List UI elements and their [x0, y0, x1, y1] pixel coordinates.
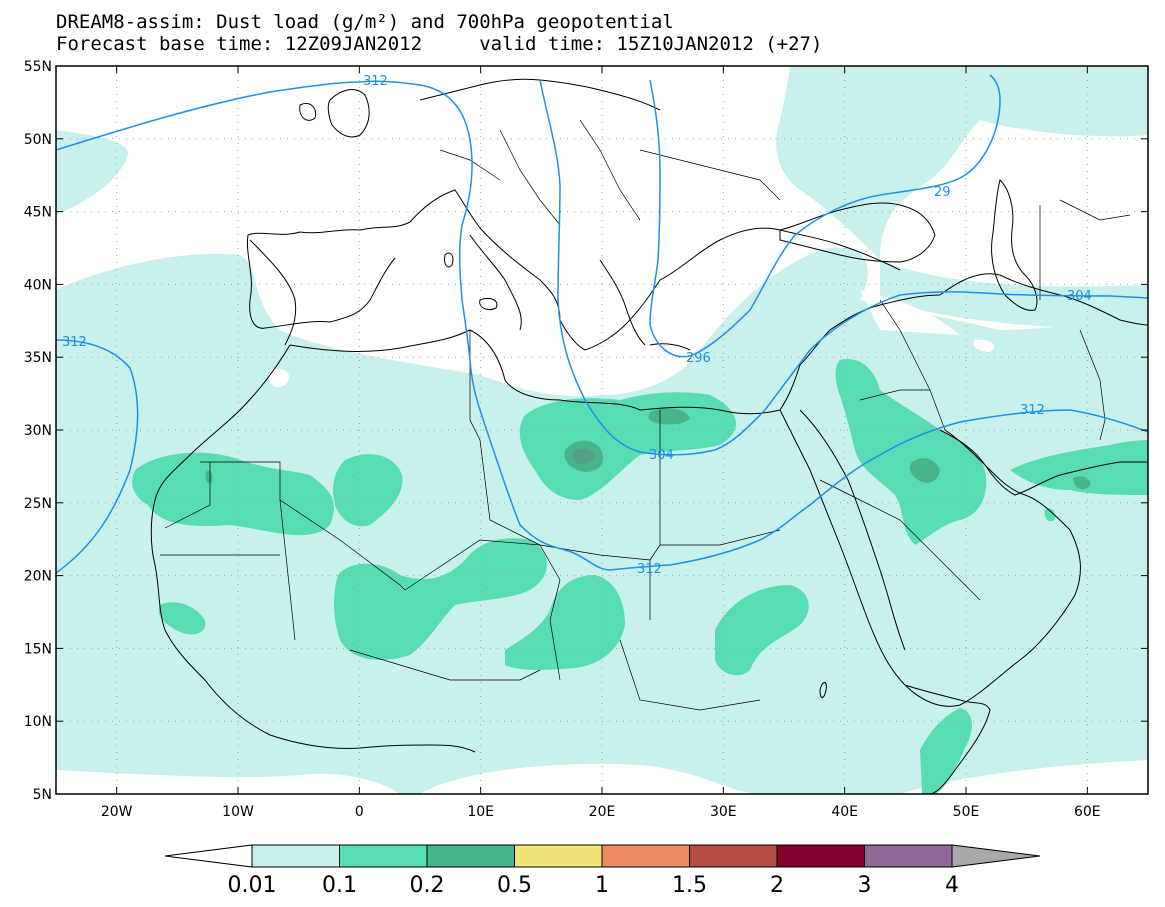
colorbar-swatch	[864, 844, 953, 868]
colorbar-swatch	[689, 844, 778, 868]
lat-tick-label: 50N	[24, 132, 52, 148]
contour-label-312: 312	[637, 562, 662, 577]
contour-304	[539, 79, 1148, 456]
colorbar-label: 1.5	[672, 873, 707, 898]
lon-tick-label: 20E	[589, 804, 616, 820]
lat-tick-label: 15N	[24, 641, 52, 657]
colorbar-swatch	[339, 844, 428, 868]
colorbar-label: 0.2	[410, 873, 445, 898]
contour-label-312: 312	[1020, 403, 1045, 418]
lat-tick-label: 35N	[24, 350, 52, 366]
contour-label-304: 304	[1067, 289, 1092, 304]
colorbar-label: 0.5	[497, 873, 532, 898]
colorbar-label: 0.1	[322, 873, 357, 898]
contour-label-304: 304	[649, 448, 674, 463]
colorbar-label: 1	[595, 873, 609, 898]
lat-tick-label: 40N	[24, 277, 52, 293]
country-borders	[160, 119, 1131, 711]
lat-tick-label: 30N	[24, 423, 52, 439]
colorbar-swatch	[251, 844, 340, 868]
lon-tick-label: 40E	[831, 804, 858, 820]
lat-tick-label: 55N	[24, 59, 52, 75]
lon-tick-label: 10E	[467, 804, 494, 820]
contour-label-312: 312	[363, 74, 388, 89]
colorbar-under-arrow	[164, 844, 253, 868]
lon-tick-label: 60E	[1074, 804, 1101, 820]
colorbar-label: 2	[770, 873, 784, 898]
contour-296	[649, 74, 1001, 358]
dust-area-darker	[572, 448, 595, 464]
lat-tick-label: 20N	[24, 569, 52, 585]
lat-tick-label: 10N	[24, 714, 52, 730]
colorbar-over-arrow	[951, 844, 1041, 868]
lat-tick-label: 25N	[24, 496, 52, 512]
colorbar-label: 0.01	[228, 873, 277, 898]
colorbar-swatch	[601, 844, 690, 868]
map-subtitle: Forecast base time: 12Z09JAN2012 valid t…	[56, 33, 823, 55]
colorbar-label: 4	[945, 873, 959, 898]
lon-tick-label: 0	[355, 804, 364, 820]
map-graticule	[56, 66, 1148, 794]
contour-label-296-partial: 29	[934, 185, 951, 200]
latitude-axis: 55N 50N 45N 40N 35N 30N 25N 20N 15N 10N 5N	[24, 59, 1148, 803]
contour-label-312: 312	[62, 335, 87, 350]
colorbar-swatch	[426, 844, 515, 868]
contour-312-north	[56, 80, 1148, 571]
lon-tick-label: 10W	[222, 804, 254, 820]
colorbar-swatch	[776, 844, 865, 868]
colorbar-swatch	[514, 844, 603, 868]
lat-tick-label: 45N	[24, 205, 52, 221]
lat-tick-label: 5N	[33, 787, 52, 803]
dust-area-gaps	[56, 290, 1148, 794]
map-title: DREAM8-assim: Dust load (g/m²) and 700hP…	[56, 11, 674, 33]
colorbar-label: 3	[858, 873, 872, 898]
dust-area-dark	[205, 408, 1091, 490]
contour-312-west	[56, 339, 139, 574]
colorbar: 0.01 0.1 0.2 0.5 1 1.5 2 3 4	[164, 844, 1041, 898]
geopotential-contours	[56, 74, 1148, 574]
lon-tick-label: 20W	[101, 804, 133, 820]
lon-tick-label: 50E	[953, 804, 980, 820]
longitude-axis: 20W 10W 0 10E 20E 30E 40E 50E 60E	[101, 66, 1101, 820]
lon-tick-label: 30E	[710, 804, 737, 820]
contour-label-296: 296	[686, 351, 711, 366]
